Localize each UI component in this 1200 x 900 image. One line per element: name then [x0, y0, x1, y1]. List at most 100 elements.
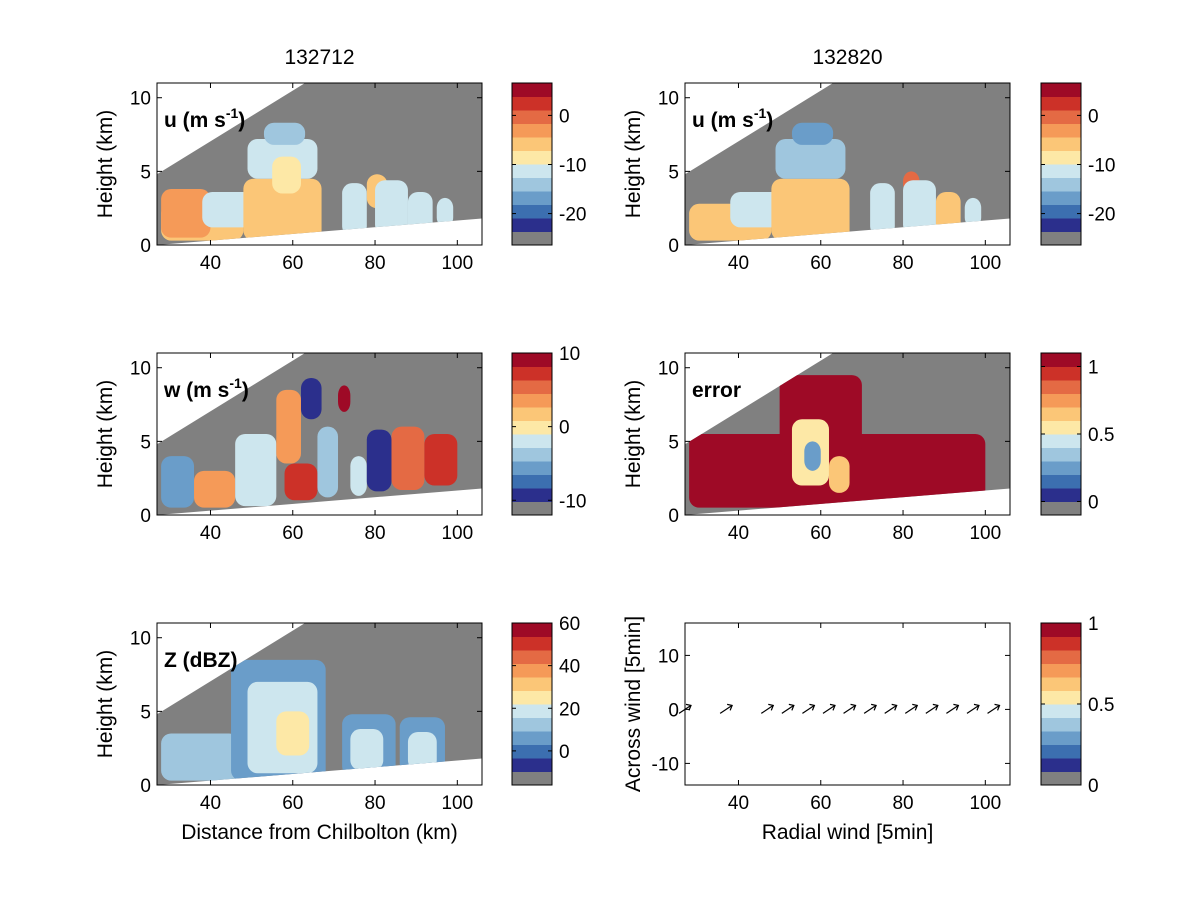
field-region: [903, 180, 936, 235]
x-tick-label: 40: [728, 253, 749, 274]
y-tick-label: 5: [668, 162, 679, 183]
field-region: [243, 178, 322, 241]
x-tick-label: 60: [810, 793, 831, 814]
colorbar-tick-label: 0.5: [1088, 695, 1114, 716]
colorbar: 10.50: [1040, 614, 1114, 797]
y-tick-label: 0: [140, 506, 151, 527]
y-tick-label: 0: [668, 700, 679, 721]
field-region: [775, 138, 846, 179]
colorbar-bin: [512, 488, 552, 502]
colorbar-bin: [512, 434, 552, 448]
x-tick-label: 40: [200, 523, 221, 544]
colorbar-bin: [512, 636, 552, 651]
x-tick-label: 80: [892, 253, 913, 274]
field-region: [263, 122, 306, 145]
wind-arrow: [802, 703, 816, 714]
colorbar-bin: [512, 204, 552, 219]
colorbar-bin: [1041, 623, 1081, 637]
colorbar-tick-label: 20: [559, 699, 580, 720]
y-tick-label: 10: [658, 89, 679, 110]
colorbar-bin: [512, 150, 552, 165]
colorbar-bin: [1041, 123, 1081, 138]
y-tick-label: 0: [140, 236, 151, 257]
colorbar-bin: [1041, 677, 1081, 691]
axes-frame: [684, 82, 1011, 246]
colorbar-bin: [512, 731, 552, 745]
colorbar-bin: [1041, 474, 1081, 489]
colorbar-bin: [1041, 447, 1081, 462]
y-axis-label: Height (km): [94, 110, 117, 219]
panel-u-1: 40 60 80 100 0 5 10 Height (km) u (m s-1) 0 -10 -20: [622, 82, 1115, 274]
colorbar-bin: [1041, 96, 1081, 111]
axes-frame: [156, 622, 483, 786]
colorbar-tick-label: -20: [1088, 205, 1115, 226]
field-region: [317, 426, 339, 498]
colorbar-bin: [1041, 137, 1081, 151]
colorbar-tick-label: -10: [559, 491, 586, 512]
x-axis-label: Distance from Chilbolton (km): [181, 821, 458, 844]
y-axis-label: Height (km): [94, 380, 117, 489]
colorbar-bin: [512, 420, 552, 435]
field-region: [771, 178, 850, 241]
y-tick-label: 5: [140, 432, 151, 453]
y-tick-label: 10: [130, 89, 151, 110]
colorbar-bin: [1041, 420, 1081, 435]
x-tick-label: 100: [969, 253, 1001, 274]
field-region: [194, 470, 236, 508]
colorbar-bin: [1041, 366, 1081, 381]
x-tick-label: 100: [969, 523, 1001, 544]
axes-frame: [156, 82, 483, 246]
colorbar-tick-label: 0: [559, 418, 570, 439]
colorbar-bin: [1041, 717, 1081, 732]
field-region: [161, 456, 195, 508]
colorbar-bin: [512, 96, 552, 111]
colorbar-bin: [512, 704, 552, 718]
column-title: 132820: [812, 46, 882, 69]
colorbar-bin: [512, 663, 552, 678]
x-tick-label: 60: [810, 523, 831, 544]
colorbar-bin: [1041, 461, 1081, 475]
colorbar-bin: [1041, 663, 1081, 678]
colorbar-bin: [512, 744, 552, 759]
field-region: [407, 731, 437, 771]
colorbar-bin: [512, 177, 552, 192]
colorbar-bin: [1041, 690, 1081, 705]
colorbar-tick-label: 60: [559, 614, 580, 635]
colorbar-bin: [512, 123, 552, 138]
colorbar-bin: [1041, 501, 1081, 516]
colorbar-bin: [512, 191, 552, 205]
colorbar-bin: [512, 83, 552, 97]
colorbar-bin: [512, 771, 552, 786]
y-axis-label: Height (km): [622, 110, 645, 219]
x-tick-label: 80: [364, 253, 385, 274]
x-tick-label: 100: [969, 793, 1001, 814]
colorbar-tick-label: 1: [1088, 358, 1099, 379]
colorbar-frame: [511, 622, 553, 786]
field-region: [407, 191, 433, 234]
colorbar-bin: [1041, 83, 1081, 97]
y-tick-label: 0: [668, 236, 679, 257]
x-tick-label: 40: [200, 793, 221, 814]
colorbar-bin: [512, 650, 552, 664]
wind-arrow: [760, 703, 775, 714]
colorbar-bin: [1041, 731, 1081, 745]
field-region: [828, 456, 850, 493]
x-tick-label: 100: [441, 253, 473, 274]
y-tick-label: -10: [652, 754, 679, 775]
colorbar-bin: [512, 677, 552, 691]
y-axis-label: Across wind [5min]: [622, 616, 645, 792]
colorbar: 0 -10 -20: [511, 82, 586, 246]
x-tick-label: 80: [364, 523, 385, 544]
x-tick-label: 80: [892, 793, 913, 814]
colorbar-bin: [1041, 204, 1081, 219]
panel-u-0: 40 60 80 100 0 5 10 Height (km) u (m s-1) 0 -10 -20: [94, 82, 586, 274]
colorbar-bin: [1041, 393, 1081, 408]
x-tick-label: 40: [728, 793, 749, 814]
colorbar-bin: [512, 231, 552, 246]
panel-Z-4: 40 60 80 100 0 5 10 Height (km) Distance from Ch…: [94, 614, 580, 844]
x-tick-label: 100: [441, 793, 473, 814]
y-tick-label: 5: [140, 162, 151, 183]
x-tick-label: 40: [728, 523, 749, 544]
